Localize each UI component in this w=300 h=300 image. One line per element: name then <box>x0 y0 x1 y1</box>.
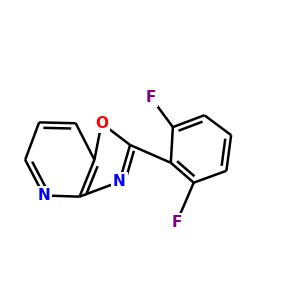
Text: F: F <box>146 90 156 105</box>
Text: N: N <box>38 188 50 203</box>
Text: F: F <box>172 215 182 230</box>
Text: O: O <box>95 116 108 131</box>
Text: N: N <box>113 174 126 189</box>
